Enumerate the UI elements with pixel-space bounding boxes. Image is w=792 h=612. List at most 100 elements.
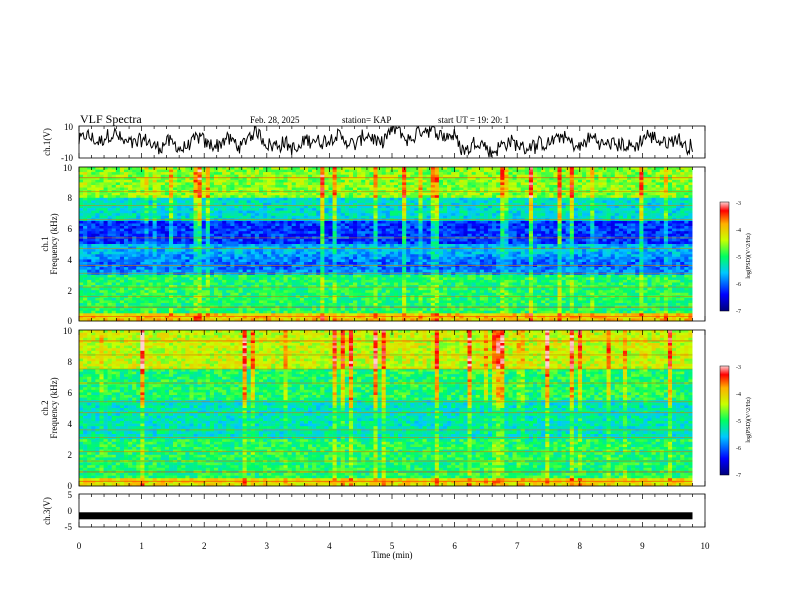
spectrogram-cell: [463, 172, 468, 175]
spectrogram-cell: [606, 208, 611, 211]
spectrogram-cell: [676, 187, 681, 191]
spectrogram-cell: [565, 192, 571, 196]
spectrogram-cell: [663, 238, 669, 242]
spectrogram-cell: [631, 179, 636, 183]
spectrogram-cell: [123, 246, 129, 250]
spectrogram-cell: [520, 202, 526, 206]
spectrogram-cell: [532, 241, 538, 245]
spectrogram-cell: [549, 244, 554, 247]
spectrogram-cell: [258, 238, 264, 242]
spectrogram-cell: [610, 213, 616, 217]
spectrogram-cell: [275, 172, 280, 175]
spectrogram-cell: [308, 215, 313, 219]
spectrogram-cell: [103, 197, 108, 201]
spectrogram-cell: [639, 169, 644, 173]
spectrogram-cell: [537, 223, 542, 227]
spectrogram-cell: [275, 228, 280, 232]
spectrogram-cell: [295, 208, 301, 211]
spectrogram-cell: [393, 231, 399, 235]
spectrogram-cell: [287, 172, 292, 175]
spectrogram-cell: [455, 213, 460, 217]
spectrogram-cell: [684, 172, 689, 175]
spectrogram-cell: [267, 223, 272, 227]
spectrogram-cell: [168, 179, 174, 183]
spectrogram-cell: [406, 249, 411, 252]
spectrogram-cell: [103, 246, 108, 250]
spectrogram-cell: [308, 220, 313, 224]
spectrogram-cell: [402, 223, 407, 227]
spectrogram-cell: [144, 244, 149, 247]
spectrogram-cell: [406, 184, 411, 188]
spectrogram-cell: [667, 241, 673, 245]
spectrogram-cell: [173, 246, 178, 250]
spectrogram-cell: [123, 179, 129, 183]
spectrogram-cell: [451, 205, 456, 209]
spectrogram-cell: [246, 205, 252, 209]
spectrogram-cell: [308, 187, 313, 191]
spectrogram-cell: [672, 246, 677, 250]
spectrogram-cell: [635, 184, 640, 188]
spectrogram-cell: [295, 169, 301, 173]
spectrogram-cell: [512, 179, 517, 183]
spectrogram-cell: [406, 223, 411, 227]
spectrogram-cell: [667, 177, 673, 181]
spectrogram-cell: [193, 169, 198, 173]
spectrogram-cell: [459, 208, 464, 211]
spectrogram-cell: [348, 205, 354, 209]
spectrogram-cell: [336, 238, 342, 242]
spectrogram-cell: [291, 174, 297, 178]
spectrogram-cell: [647, 187, 652, 191]
spectrogram-cell: [561, 182, 566, 186]
spectrogram-cell: [258, 244, 264, 247]
spectrogram-cell: [189, 226, 194, 229]
spectrogram-cell: [512, 197, 517, 201]
spectrogram-cell: [402, 249, 407, 252]
spectrogram-cell: [389, 182, 395, 186]
spectrogram-cell: [242, 179, 247, 183]
spectrogram-cell: [426, 238, 432, 242]
spectrogram-cell: [320, 228, 325, 232]
spectrogram-cell: [590, 223, 595, 227]
spectrogram-cell: [218, 218, 223, 222]
spectrogram-cell: [459, 172, 464, 175]
spectrogram-cell: [156, 223, 162, 227]
spectrogram-cell: [128, 177, 133, 181]
spectrogram-cell: [610, 192, 616, 196]
spectrogram-cell: [173, 213, 178, 217]
spectrogram-cell: [647, 215, 652, 219]
spectrogram-cell: [201, 200, 207, 204]
spectrogram-cell: [422, 172, 427, 175]
spectrogram-cell: [103, 241, 108, 245]
spectrogram-cell: [91, 208, 96, 211]
spectrogram-cell: [160, 192, 166, 196]
spectrogram-cell: [524, 202, 530, 206]
spectrogram-cell: [336, 202, 342, 206]
spectrogram-cell: [128, 179, 133, 183]
spectrogram-cell: [295, 223, 301, 227]
spectrogram-cell: [663, 192, 669, 196]
spectrogram-cell: [667, 208, 673, 211]
spectrogram-cell: [312, 226, 317, 229]
spectrogram-cell: [197, 174, 202, 178]
spectrogram-cell: [663, 205, 669, 209]
spectrogram-cell: [168, 184, 174, 188]
spectrogram-cell: [447, 205, 452, 209]
spectrogram-cell: [451, 197, 456, 201]
spectrogram-cell: [295, 172, 301, 175]
spectrogram-cell: [557, 200, 562, 204]
spectrogram-cell: [643, 220, 648, 224]
spectrogram-cell: [471, 179, 477, 183]
spectrogram-cell: [532, 223, 538, 227]
spectrogram-cell: [459, 205, 464, 209]
spectrogram-cell: [377, 195, 382, 199]
spectrogram-cell: [414, 179, 419, 183]
spectrogram-cell: [173, 233, 178, 237]
spectrogram-cell: [287, 200, 292, 204]
spectrogram-cell: [123, 167, 129, 170]
spectrogram-cell: [496, 233, 501, 237]
spectrogram-cell: [189, 202, 194, 206]
spectrogram-cell: [680, 169, 685, 173]
spectrogram-cell: [483, 205, 489, 209]
spectrogram-cell: [438, 172, 444, 175]
spectrogram-cell: [230, 233, 235, 237]
